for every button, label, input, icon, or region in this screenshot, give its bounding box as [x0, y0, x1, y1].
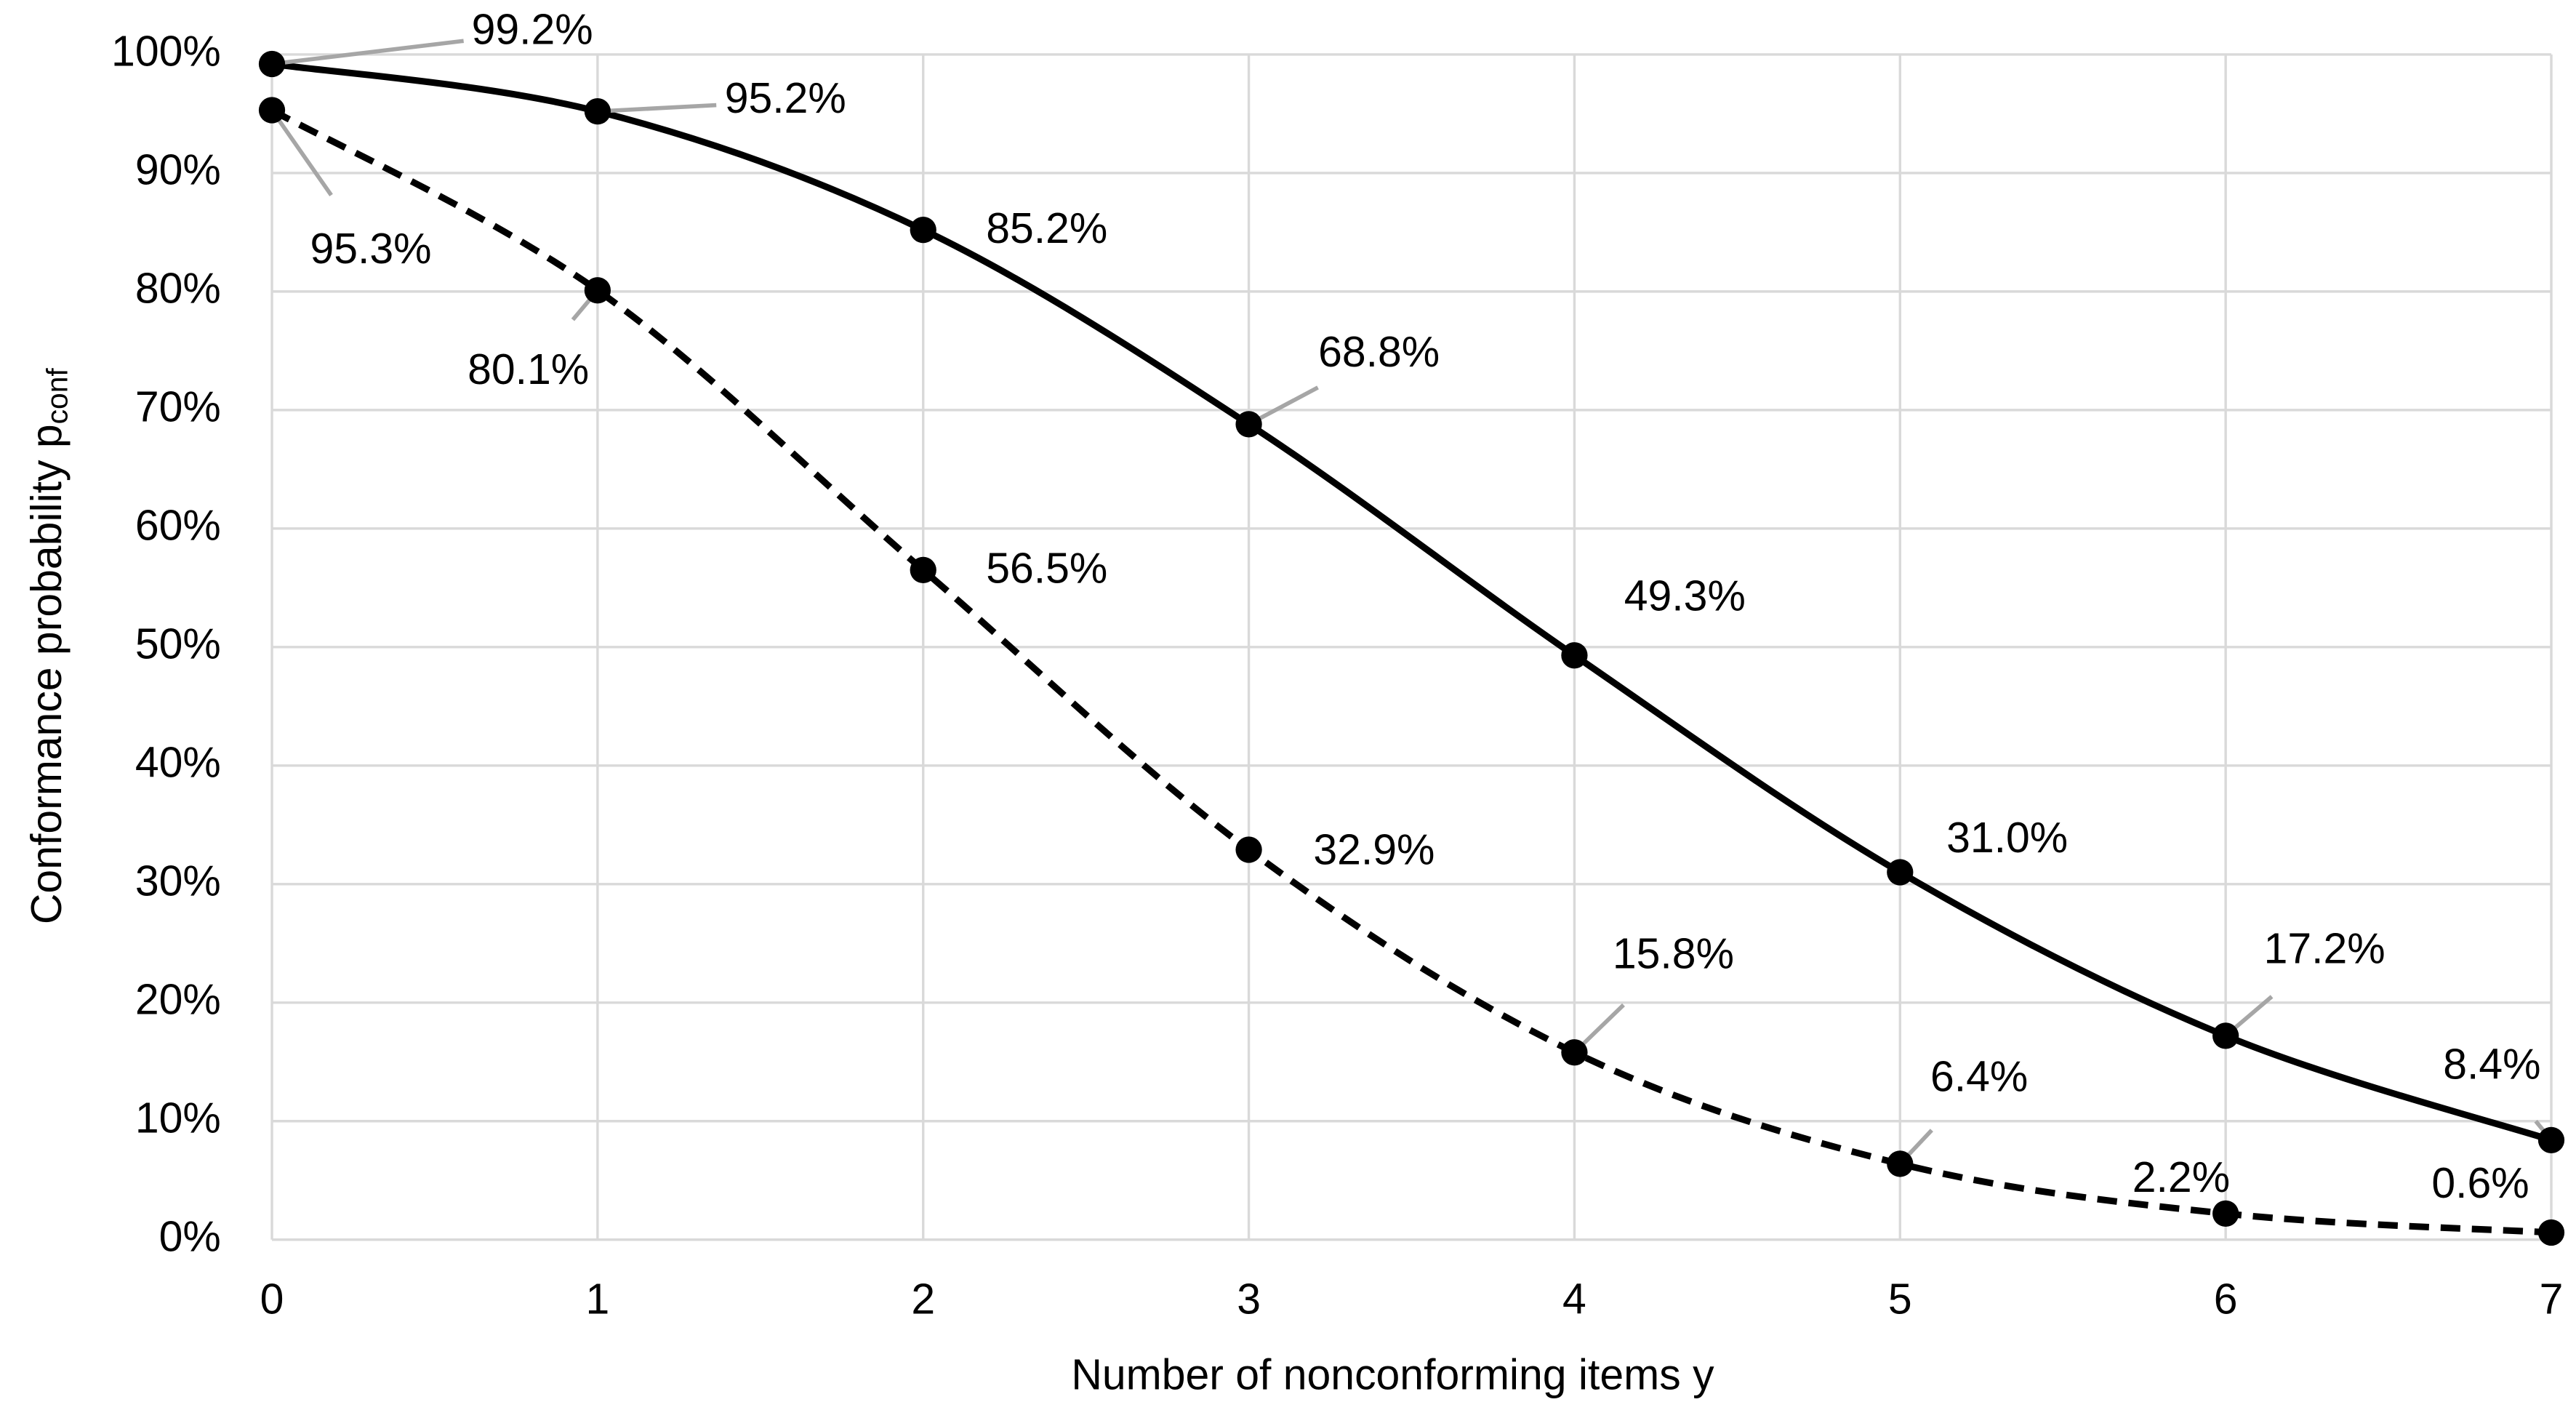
data-point — [1561, 1039, 1588, 1066]
data-point — [910, 216, 936, 244]
data-label: 0.6% — [2431, 1160, 2529, 1207]
y-axis-title-main: Conformance probability p — [23, 424, 71, 924]
x-tick-label: 7 — [2540, 1275, 2564, 1323]
data-label: 31.0% — [1946, 814, 2068, 862]
y-axis-title-subscript: conf — [40, 368, 73, 425]
data-point — [584, 277, 611, 304]
y-tick-label: 30% — [135, 857, 221, 905]
data-label: 56.5% — [986, 545, 1107, 593]
data-label: 85.2% — [986, 205, 1107, 252]
leader-line — [271, 39, 464, 66]
x-tick-label: 2 — [911, 1275, 935, 1323]
data-label: 80.1% — [468, 346, 589, 393]
data-label: 2.2% — [2132, 1154, 2230, 1201]
y-axis-title: Conformance probability pconf — [23, 368, 74, 925]
y-tick-label: 70% — [135, 383, 221, 430]
x-tick-label: 6 — [2214, 1275, 2238, 1323]
y-tick-label: 50% — [135, 620, 221, 668]
series-line — [271, 60, 2553, 1144]
y-tick-label: 20% — [135, 976, 221, 1023]
y-tick-label: 40% — [135, 739, 221, 786]
x-tick-label: 5 — [1888, 1275, 1912, 1323]
data-point — [258, 50, 286, 78]
series-line — [270, 107, 2552, 1236]
y-tick-label: 100% — [111, 28, 221, 75]
x-tick-label: 4 — [1562, 1275, 1586, 1323]
y-tick-label: 10% — [135, 1094, 221, 1142]
x-tick-label: 0 — [260, 1275, 284, 1323]
data-point — [2537, 1219, 2565, 1246]
x-tick-label: 1 — [585, 1275, 609, 1323]
data-label: 95.3% — [310, 225, 431, 273]
data-label: 15.8% — [1613, 930, 1734, 977]
data-point — [1887, 859, 1914, 886]
data-label: 99.2% — [472, 6, 593, 53]
data-point — [258, 97, 286, 124]
y-tick-label: 80% — [135, 265, 221, 312]
x-axis-title: Number of nonconforming items y — [1071, 1352, 1714, 1399]
data-label: 6.4% — [1930, 1053, 2028, 1100]
data-label: 17.2% — [2264, 925, 2386, 972]
data-point — [1235, 411, 1262, 438]
data-label: 8.4% — [2443, 1041, 2540, 1089]
leader-line — [597, 103, 717, 113]
data-label: 32.9% — [1313, 827, 1435, 874]
data-label: 49.3% — [1624, 573, 1746, 620]
x-tick-label: 3 — [1237, 1275, 1261, 1323]
data-label: 95.2% — [725, 75, 846, 122]
data-label: 68.8% — [1318, 329, 1440, 376]
data-point — [584, 98, 611, 125]
y-tick-label: 60% — [135, 502, 221, 549]
y-tick-label: 90% — [135, 146, 221, 193]
data-point — [2537, 1126, 2565, 1153]
data-point — [1235, 836, 1262, 863]
data-point — [2212, 1200, 2239, 1227]
data-point — [1887, 1150, 1914, 1177]
leader-line — [270, 108, 333, 197]
data-point — [2212, 1022, 2239, 1049]
data-point — [910, 556, 936, 584]
data-point — [1561, 642, 1588, 669]
y-tick-label: 0% — [159, 1213, 221, 1260]
